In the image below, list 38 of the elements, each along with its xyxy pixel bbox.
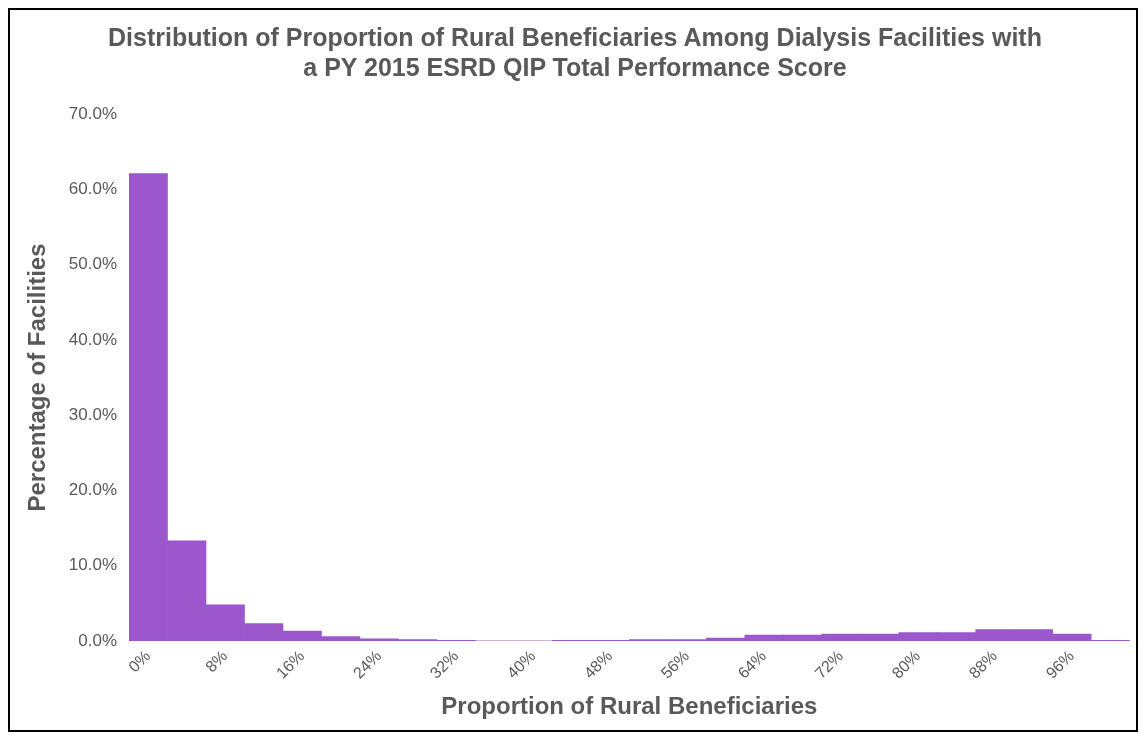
bar — [205, 604, 245, 641]
x-tick-label: 56% — [657, 646, 693, 682]
bar — [167, 540, 207, 641]
bar — [782, 634, 823, 641]
y-tick-label: 40.0% — [68, 329, 117, 349]
y-tick-label: 20.0% — [68, 480, 117, 500]
bar — [244, 623, 284, 641]
bar — [359, 638, 399, 641]
x-tick-label: 48% — [580, 646, 616, 682]
y-tick-label: 30.0% — [68, 404, 117, 424]
x-tick-label: 0% — [125, 646, 154, 676]
x-tick-label: 80% — [888, 646, 924, 682]
x-axis-title: Proportion of Rural Beneficiaries — [441, 692, 818, 720]
bar — [321, 636, 361, 641]
bar — [821, 633, 861, 641]
x-tick-label: 72% — [811, 646, 847, 682]
bar — [744, 634, 784, 641]
y-tick-label: 0.0% — [78, 630, 117, 650]
x-tick-label: 88% — [965, 646, 1001, 682]
bar — [936, 632, 977, 641]
x-tick-label: 32% — [426, 646, 462, 682]
bar — [898, 632, 938, 641]
y-tick-label: 70.0% — [68, 103, 117, 123]
x-tick-label: 8% — [202, 646, 231, 676]
bar — [1052, 633, 1092, 641]
bar — [129, 173, 168, 641]
bar — [1013, 629, 1054, 641]
bar — [859, 633, 900, 641]
bar — [282, 630, 322, 641]
x-tick-label: 64% — [734, 646, 770, 682]
bar — [975, 629, 1015, 641]
y-tick-label: 10.0% — [68, 555, 117, 575]
x-tick-label: 40% — [503, 646, 539, 682]
y-axis-title: Percentage of Facilities — [23, 243, 51, 512]
y-tick-label: 50.0% — [68, 254, 117, 274]
x-tick-label: 96% — [1042, 646, 1078, 682]
chart-title: Distribution of Proportion of Rural Beneficiaries Among Dialysis Facilities with a PY 2015 ESRD QIP Total Performance Score — [108, 22, 1042, 81]
y-tick-label: 60.0% — [68, 178, 117, 198]
